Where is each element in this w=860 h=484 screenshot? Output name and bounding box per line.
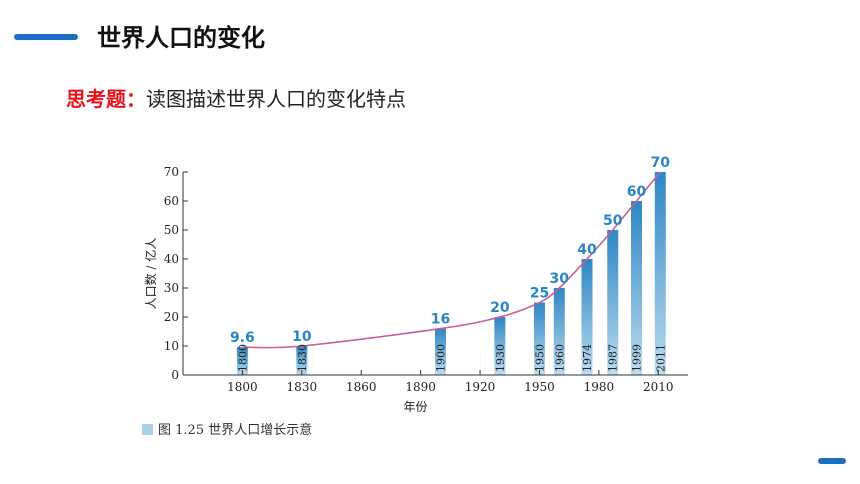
question-label: 思考题 xyxy=(66,87,126,111)
x-tick-label: 1800 xyxy=(227,380,258,394)
bar-year-label: 1974 xyxy=(581,344,594,372)
population-curve xyxy=(242,171,661,349)
bar-1974 xyxy=(581,259,593,375)
y-tick-label: 0 xyxy=(171,368,179,382)
bar-1960 xyxy=(553,288,565,375)
y-tick-label: 40 xyxy=(164,252,179,266)
bar-year-label: 1999 xyxy=(631,344,644,372)
corner-accent-bar xyxy=(818,458,846,464)
x-axis-label: 年份 xyxy=(403,400,427,414)
question-colon: ： xyxy=(126,87,146,111)
y-axis-label: 人口数 / 亿人 xyxy=(143,238,158,310)
y-tick-label: 60 xyxy=(164,194,179,208)
value-label: 10 xyxy=(292,329,312,345)
value-label: 16 xyxy=(431,312,450,328)
x-tick-label: 1860 xyxy=(346,380,377,394)
value-label: 40 xyxy=(577,242,597,258)
bar-year-label: 1930 xyxy=(494,344,507,372)
bar-year-label: 2011 xyxy=(654,344,667,372)
y-tick-label: 10 xyxy=(164,339,179,353)
bar-2011 xyxy=(654,172,666,375)
bar-year-label: 1900 xyxy=(434,344,447,372)
y-tick-label: 70 xyxy=(164,165,179,179)
bar-year-label: 1800 xyxy=(236,344,249,372)
bar-1830 xyxy=(296,346,308,375)
question-line: 思考题：读图描述世界人口的变化特点 xyxy=(66,83,406,112)
x-tick-label: 1950 xyxy=(524,380,555,394)
y-tick-label: 20 xyxy=(164,310,179,324)
caption-swatch xyxy=(142,424,153,435)
bar-1987 xyxy=(607,230,619,375)
bar-year-label: 1830 xyxy=(296,344,309,372)
title-accent-bar xyxy=(14,34,78,40)
bar-1930 xyxy=(494,317,506,375)
bar-year-label: 1960 xyxy=(553,344,566,372)
value-label: 30 xyxy=(550,271,570,287)
y-tick-label: 50 xyxy=(164,223,179,237)
bar-1950 xyxy=(533,302,545,375)
bar-year-label: 1950 xyxy=(533,344,546,372)
value-label: 25 xyxy=(530,286,549,302)
bar-1800 xyxy=(236,347,248,375)
bar-1900 xyxy=(434,328,446,375)
x-tick-label: 1980 xyxy=(584,380,615,394)
question-text: 读图描述世界人口的变化特点 xyxy=(146,87,406,111)
x-tick-label: 1890 xyxy=(405,380,436,394)
bar-year-label: 1987 xyxy=(607,344,620,372)
x-tick-label: 1920 xyxy=(465,380,496,394)
value-label: 20 xyxy=(490,300,510,316)
chart-caption: 图 1.25 世界人口增长示意 xyxy=(158,422,312,438)
value-label: 60 xyxy=(627,184,647,200)
value-label: 50 xyxy=(603,213,623,229)
x-tick-label: 1830 xyxy=(287,380,318,394)
bar-1999 xyxy=(631,201,643,375)
value-label: 9.6 xyxy=(230,330,255,346)
page-title: 世界人口的变化 xyxy=(97,24,265,52)
y-tick-label: 30 xyxy=(164,281,179,295)
x-tick-label: 2010 xyxy=(643,380,674,394)
value-label: 70 xyxy=(651,155,671,171)
